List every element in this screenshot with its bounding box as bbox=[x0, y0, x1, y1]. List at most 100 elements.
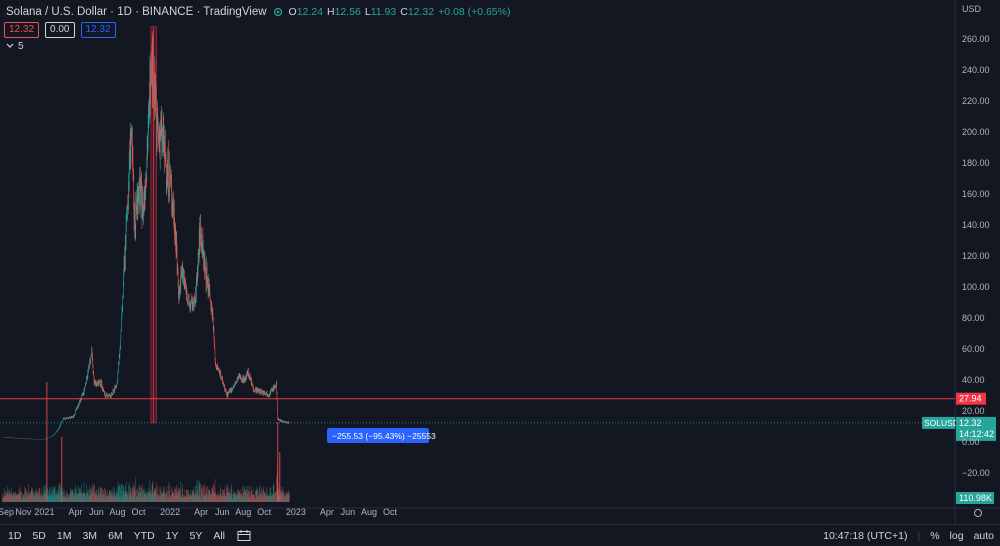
last-price-text: 12.32 bbox=[959, 418, 982, 428]
volume-bar bbox=[280, 486, 282, 502]
volume-bar bbox=[12, 495, 13, 502]
volume-bar bbox=[267, 495, 268, 502]
volume-bar bbox=[152, 480, 154, 502]
volume-bar bbox=[56, 489, 58, 502]
volume-bar bbox=[51, 491, 52, 502]
volume-bar bbox=[219, 495, 220, 502]
clock-timezone[interactable]: 10:47:18 (UTC+1) bbox=[823, 529, 908, 542]
volume-bar bbox=[8, 493, 9, 502]
volume-bar bbox=[11, 487, 13, 502]
log-scale-toggle[interactable]: log bbox=[949, 529, 964, 542]
symbol-title[interactable]: Solana / U.S. Dollar · 1D · BINANCE · Tr… bbox=[6, 6, 267, 18]
range-ytd-button[interactable]: YTD bbox=[133, 529, 155, 542]
volume-bar bbox=[64, 496, 66, 502]
volume-bar bbox=[62, 488, 64, 502]
range-5d-button[interactable]: 5D bbox=[32, 529, 46, 542]
volume-bar bbox=[42, 497, 44, 502]
percent-scale-toggle[interactable]: % bbox=[930, 529, 940, 542]
volume-bar bbox=[151, 494, 152, 502]
volume-bar bbox=[192, 491, 194, 502]
volume-bar bbox=[30, 492, 31, 502]
auto-scale-toggle[interactable]: auto bbox=[973, 529, 994, 542]
volume-bar bbox=[236, 495, 237, 502]
range-1m-button[interactable]: 1M bbox=[56, 529, 72, 542]
volume-bar bbox=[257, 488, 259, 502]
range-5y-button[interactable]: 5Y bbox=[189, 529, 203, 542]
volume-bar bbox=[227, 491, 229, 502]
volume-spike bbox=[277, 422, 279, 502]
range-3m-button[interactable]: 3M bbox=[82, 529, 98, 542]
volume-bar bbox=[285, 491, 287, 502]
volume-bar bbox=[64, 490, 65, 502]
volume-bar bbox=[282, 491, 284, 502]
volume-bar bbox=[180, 494, 182, 502]
volume-bar bbox=[237, 489, 239, 502]
volume-bar bbox=[95, 492, 97, 502]
volume-bar bbox=[99, 488, 101, 502]
range-all-button[interactable]: All bbox=[213, 529, 226, 542]
eye-icon[interactable] bbox=[273, 7, 283, 17]
range-1y-button[interactable]: 1Y bbox=[165, 529, 179, 542]
range-6m-button[interactable]: 6M bbox=[108, 529, 123, 542]
volume-bar bbox=[254, 498, 255, 502]
volume-bar bbox=[144, 493, 146, 502]
volume-bar bbox=[160, 490, 162, 502]
volume-bar bbox=[258, 495, 259, 502]
volume-bar bbox=[241, 493, 242, 502]
volume-bar bbox=[231, 486, 232, 502]
sell-button[interactable]: 12.32 bbox=[4, 22, 40, 38]
volume-bar bbox=[248, 491, 249, 502]
volume-bar bbox=[87, 494, 89, 502]
x-tick-label: Apr bbox=[320, 507, 334, 517]
time-axis[interactable]: Sep Nov 2021 Apr Jun Aug Oct 2022 Apr Jun Aug Oct 20… bbox=[0, 507, 397, 517]
volume-bar bbox=[4, 497, 5, 502]
volume-bar bbox=[150, 494, 152, 502]
volume-bar bbox=[213, 485, 215, 502]
volume-bar bbox=[147, 495, 148, 502]
volume-bar bbox=[20, 492, 22, 502]
volume-bar bbox=[161, 494, 162, 502]
volume-bar bbox=[14, 493, 15, 502]
volume-bar bbox=[9, 497, 11, 502]
indicators-toggle[interactable]: 5 bbox=[6, 41, 24, 52]
range-1d-button[interactable]: 1D bbox=[8, 529, 22, 542]
volume-bar bbox=[150, 493, 151, 502]
volume-bar bbox=[269, 495, 271, 502]
y-tick-label: 160.00 bbox=[962, 189, 990, 199]
volume-bar bbox=[222, 491, 224, 502]
high-label: H bbox=[327, 6, 335, 18]
volume-bar bbox=[193, 486, 195, 502]
volume-bar bbox=[18, 492, 20, 502]
volume-bar bbox=[133, 494, 134, 502]
date-range-icon[interactable] bbox=[237, 529, 251, 542]
volume-bar bbox=[125, 481, 127, 502]
volume-bar bbox=[90, 493, 92, 502]
price-axis[interactable]: USD 260.00 240.00 220.00 200.00 180.00 160.00 1… bbox=[962, 4, 990, 478]
volume-bar bbox=[211, 493, 213, 502]
volume-bar bbox=[17, 494, 19, 502]
volume-bar bbox=[250, 497, 251, 502]
volume-bar bbox=[24, 497, 25, 502]
volume-bar bbox=[202, 486, 204, 502]
volume-bar bbox=[77, 493, 79, 502]
volume-bar bbox=[278, 487, 280, 502]
volume-bar bbox=[15, 494, 17, 502]
volume-bar bbox=[22, 498, 24, 502]
volume-bar bbox=[4, 495, 6, 502]
buy-button[interactable]: 12.32 bbox=[80, 22, 116, 38]
volume-bar bbox=[112, 494, 113, 502]
volume-bar bbox=[237, 495, 238, 502]
volume-bar bbox=[137, 488, 139, 502]
volume-bar bbox=[146, 491, 148, 502]
volume-bar bbox=[210, 495, 212, 502]
volume-bar bbox=[13, 493, 15, 502]
grid bbox=[0, 0, 1000, 524]
volume-bar bbox=[36, 488, 37, 502]
volume-bar bbox=[53, 498, 54, 502]
volume-bar bbox=[212, 491, 214, 502]
volume-bar bbox=[272, 485, 274, 502]
volume-bar bbox=[169, 490, 171, 502]
volume-bar bbox=[178, 486, 179, 502]
volume-bar bbox=[220, 496, 222, 502]
